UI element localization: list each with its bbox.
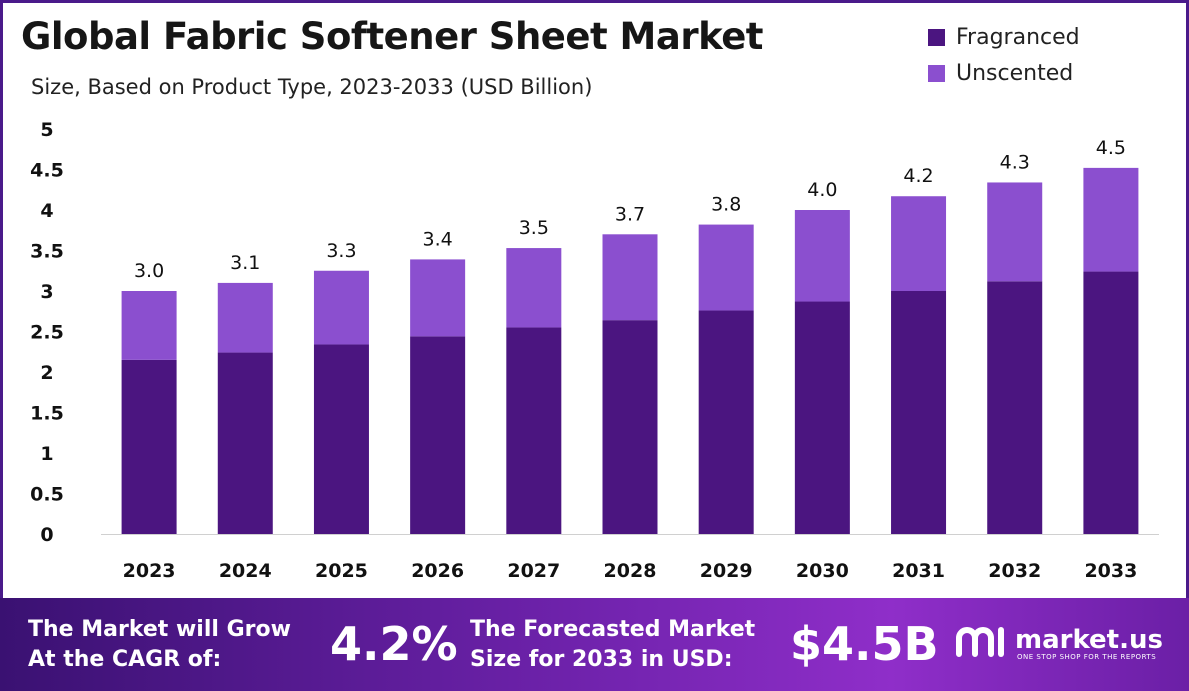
brand-tagline: ONE STOP SHOP FOR THE REPORTS [1017,653,1157,661]
data-label-2029: 3.8 [711,194,741,216]
bar-fragranced-2025 [313,344,369,534]
bar-unscented-2030 [794,210,850,302]
x-tick-label-2026: 2026 [411,560,464,582]
bar-chart: 0 0.5 1 1.5 2 2.5 3 3.5 4 4.5 5 3.0 2023 3.1 2024 3.3 20… [30,119,1159,582]
x-tick-label-2031: 2031 [892,560,945,582]
y-tick-label: 2 [40,362,53,384]
chart-legend: Fragranced Unscented [928,19,1080,91]
y-tick-label: 3.5 [30,241,64,263]
y-tick-label: 0.5 [30,484,64,506]
legend-label-unscented: Unscented [956,60,1074,86]
legend-item-fragranced: Fragranced [928,19,1080,55]
y-tick-label: 2.5 [30,322,64,344]
bar-fragranced-2033 [1083,271,1139,534]
bar-fragranced-2023 [121,359,177,534]
data-label-2028: 3.7 [615,203,645,225]
bar-unscented-2026 [410,259,466,337]
forecast-label-line1: The Forecasted Market [470,617,756,642]
bar-unscented-2029 [698,224,754,311]
y-tick-label: 5 [40,119,53,141]
data-label-2031: 4.2 [903,165,933,187]
x-tick-label-2033: 2033 [1084,560,1137,582]
x-tick-label-2029: 2029 [700,560,753,582]
y-tick-label: 1.5 [30,403,64,425]
x-tick-label-2030: 2030 [796,560,849,582]
y-tick-label: 4 [40,200,53,222]
bar-unscented-2023 [121,291,177,360]
data-label-2023: 3.0 [134,260,164,282]
market-us-logo-icon [956,627,1004,657]
chart-subtitle: Size, Based on Product Type, 2023-2033 (… [31,75,593,99]
data-label-2033: 4.5 [1096,137,1126,159]
cagr-label-line1: The Market will Grow [28,617,291,642]
cagr-value: 4.2% [330,617,458,671]
x-tick-label-2027: 2027 [507,560,560,582]
bar-unscented-2033 [1083,167,1139,272]
bar-fragranced-2031 [891,291,947,534]
bar-unscented-2028 [602,234,658,321]
x-tick-label-2025: 2025 [315,560,368,582]
bar-unscented-2032 [987,182,1043,282]
bar-fragranced-2027 [506,327,562,534]
data-label-2024: 3.1 [230,252,260,274]
x-tick-label-2023: 2023 [123,560,176,582]
legend-swatch-fragranced [928,28,945,46]
data-label-2027: 3.5 [519,217,549,239]
x-tick-label-2028: 2028 [604,560,657,582]
data-label-2026: 3.4 [423,228,453,250]
forecast-label: The Forecasted Market Size for 2033 in U… [470,615,755,675]
bar-fragranced-2026 [410,336,466,534]
cagr-label-line2: At the CAGR of: [28,647,222,672]
summary-banner: The Market will Grow At the CAGR of: 4.2… [0,598,1189,691]
chart-title: Global Fabric Softener Sheet Market [21,15,763,58]
bar-fragranced-2024 [217,352,273,534]
legend-swatch-unscented [928,64,945,82]
bar-unscented-2027 [506,248,562,328]
brand-name: market.us [1015,625,1163,655]
forecast-label-line2: Size for 2033 in USD: [470,647,733,672]
bar-fragranced-2030 [794,301,850,534]
bar-fragranced-2032 [987,281,1043,534]
cagr-label: The Market will Grow At the CAGR of: [28,615,291,675]
bar-unscented-2031 [891,196,947,291]
bar-unscented-2025 [313,270,369,345]
y-tick-label: 1 [40,443,53,465]
forecast-value: $4.5B [790,617,939,671]
data-label-2032: 4.3 [1000,151,1030,173]
legend-label-fragranced: Fragranced [956,24,1080,50]
y-tick-label: 3 [40,281,53,303]
x-tick-label-2024: 2024 [219,560,272,582]
data-label-2030: 4.0 [807,179,837,201]
bar-unscented-2024 [217,282,273,353]
legend-item-unscented: Unscented [928,55,1080,91]
y-tick-label: 0 [40,524,53,546]
bar-fragranced-2028 [602,320,658,534]
bar-fragranced-2029 [698,310,754,534]
data-label-2025: 3.3 [326,240,356,262]
y-tick-label: 4.5 [30,160,64,182]
x-tick-label-2032: 2032 [988,560,1041,582]
brand-logo: market.us ONE STOP SHOP FOR THE REPORTS [955,620,1163,661]
